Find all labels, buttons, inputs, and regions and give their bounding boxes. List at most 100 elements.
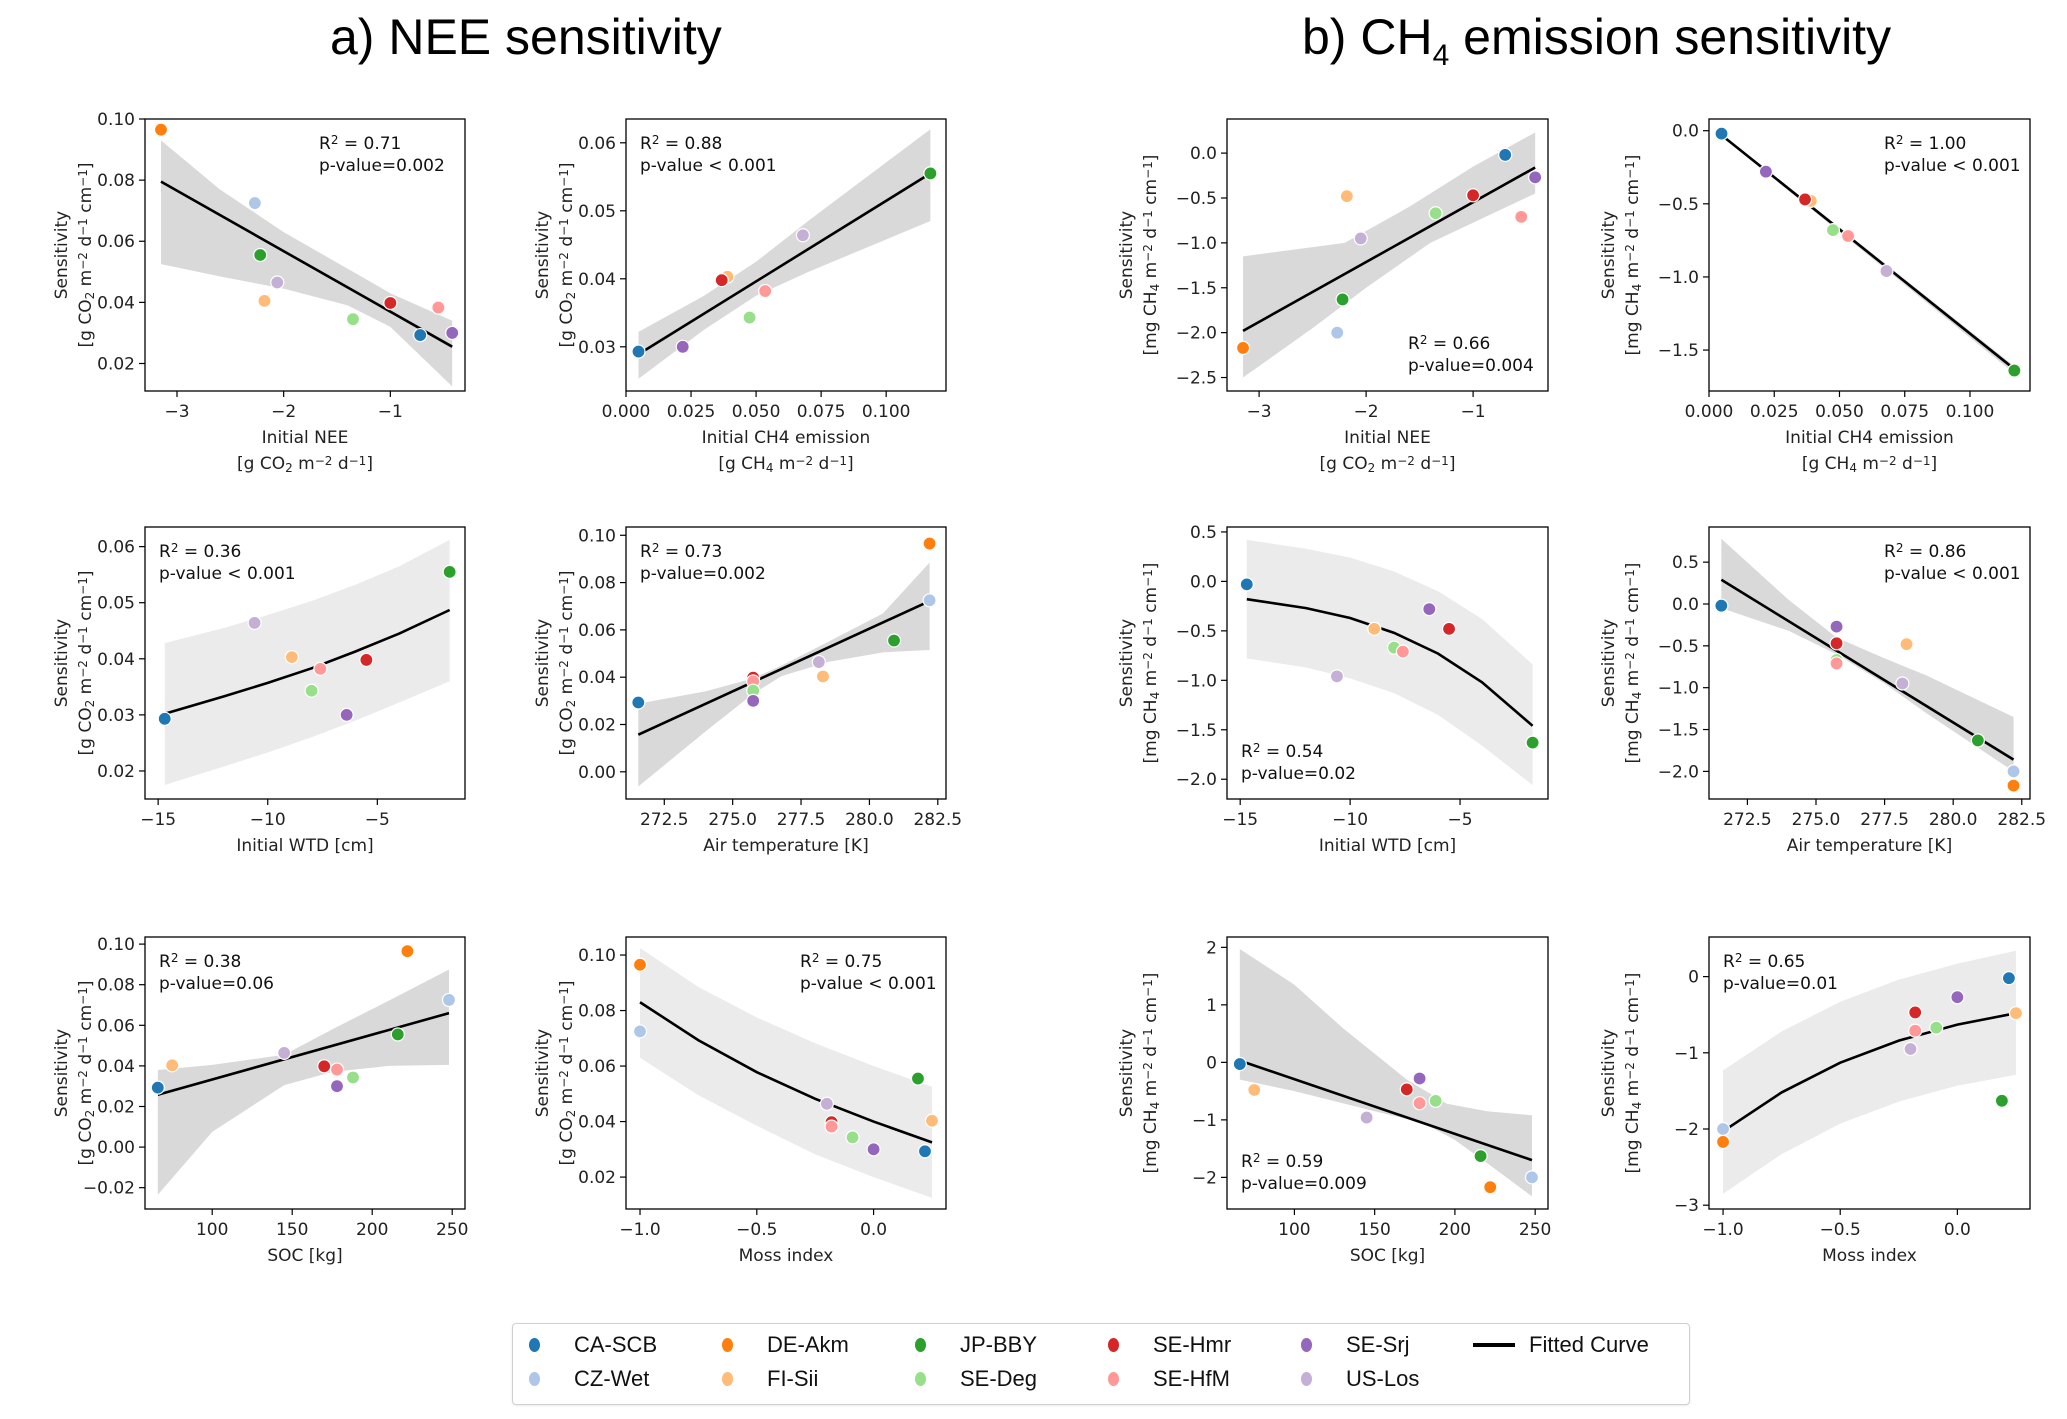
- r-squared-label: R2 = 0.36: [159, 541, 241, 562]
- x-tick-label: −0.5: [736, 1220, 777, 1240]
- panel-a2: 0.000 0.025 0.050 0.075 0.100 0.03 0.04 0.05 0.0…: [533, 118, 947, 475]
- y-tick-label: −2.0: [1176, 324, 1217, 344]
- x-tick-label: 277.5: [1860, 810, 1909, 830]
- panel-b4: 272.5 275.0 277.5 280.0 282.5 −2.0 −1.5 −1.0 −0.…: [1599, 526, 2046, 856]
- fitted-curve: [164, 608, 451, 716]
- x-tick-label: −2: [1354, 402, 1379, 422]
- panel-b6: −1.0 −0.5 0.0 −3 −2 −1 0 Moss index Sensitivity[…: [1599, 936, 2031, 1266]
- data-point-us-los: [1879, 263, 1894, 279]
- data-point-se-hfm: [758, 283, 773, 299]
- confidence-band: [1246, 539, 1533, 786]
- confidence-band: [638, 562, 930, 787]
- y-tick-label: 0.05: [97, 594, 135, 614]
- y-tick-label: 0.02: [97, 762, 135, 782]
- x-tick-label: −1: [1461, 402, 1486, 422]
- y-axis-label: Sensitivity: [1599, 1029, 1619, 1118]
- x-axis-label: Initial CH4 emission: [702, 428, 871, 448]
- y-tick-label: 0.02: [578, 715, 616, 735]
- x-tick-label: −3: [1247, 402, 1272, 422]
- data-point-cz-wet: [632, 1024, 648, 1039]
- data-point-de-akm: [1483, 1180, 1498, 1195]
- fitted-curve: [639, 1001, 933, 1144]
- x-tick-label: 277.5: [777, 810, 826, 830]
- data-point-ca-scb: [1714, 598, 1729, 613]
- legend-marker-icon: [1108, 1372, 1119, 1386]
- data-point-se-deg: [345, 1070, 361, 1085]
- data-point-us-los: [811, 654, 826, 670]
- y-tick-label: 0.02: [97, 354, 135, 374]
- y-tick-label: −2.0: [1658, 762, 1699, 782]
- y-axis-unit: [mg CH4​ m−2 d−1 cm−1]: [1623, 563, 1644, 764]
- data-point-se-srj: [1758, 164, 1773, 179]
- data-point-se-deg: [742, 310, 757, 325]
- data-point-fi-sii: [165, 1058, 180, 1073]
- y-axis-unit: [mg CH4​ m−2 d−1 cm−1]: [1623, 155, 1644, 356]
- axes-frame: [144, 118, 466, 392]
- p-value-label: p-value < 0.001: [800, 974, 937, 994]
- y-axis-unit: [mg CH4​ m−2 d−1 cm−1]: [1141, 973, 1162, 1174]
- data-point-fi-sii: [257, 293, 272, 308]
- p-value-label: p-value < 0.001: [1884, 564, 2021, 584]
- panel-b2: 0.000 0.025 0.050 0.075 0.100 −1.5 −1.0 −0.5 0.0…: [1599, 118, 2031, 475]
- x-tick-label: −1.0: [619, 1220, 660, 1240]
- data-point-se-srj: [329, 1079, 345, 1094]
- data-point-us-los: [1353, 231, 1368, 246]
- legend-label: CA-SCB: [574, 1332, 658, 1357]
- data-point-se-hmr: [714, 273, 729, 288]
- data-point-jp-bby: [1525, 735, 1540, 750]
- section-title-ch4-subscript: 4: [1432, 39, 1450, 72]
- data-point-se-hfm: [1514, 209, 1529, 224]
- y-tick-label: −0.5: [1176, 622, 1217, 642]
- data-point-se-srj: [746, 693, 761, 708]
- r-squared-label: R2 = 0.75: [800, 951, 882, 972]
- legend-label: FI-Sii: [767, 1366, 819, 1391]
- y-tick-label: −1.0: [1658, 268, 1699, 288]
- data-point-se-hfm: [431, 300, 446, 315]
- axes-frame: [1226, 526, 1549, 800]
- fitted-curve: [1242, 166, 1536, 332]
- x-tick-label: −10: [1332, 810, 1368, 830]
- data-point-se-hmr: [383, 295, 398, 311]
- y-tick-label: 0.04: [578, 668, 616, 688]
- data-point-ca-scb: [631, 344, 646, 359]
- data-point-de-akm: [1235, 340, 1251, 356]
- data-point-ca-scb: [413, 327, 428, 343]
- data-point-cz-wet: [1330, 325, 1345, 340]
- x-tick-label: −15: [1222, 810, 1258, 830]
- x-tick-label: 250: [1519, 1220, 1551, 1240]
- y-tick-label: 0.0: [1672, 122, 1699, 142]
- x-tick-label: 250: [436, 1220, 468, 1240]
- y-tick-label: 0.06: [578, 134, 616, 154]
- y-axis-label: Sensitivity: [1117, 211, 1137, 300]
- x-tick-label: 275.0: [708, 810, 757, 830]
- axes-frame: [625, 936, 947, 1210]
- y-tick-label: 0.10: [97, 935, 135, 955]
- axes-frame: [1226, 936, 1549, 1210]
- data-point-ca-scb: [157, 711, 172, 726]
- legend-item-se-hfm: SE-HfM: [1108, 1366, 1230, 1392]
- data-point-jp-bby: [2007, 363, 2022, 378]
- fitted-curve: [1720, 578, 2015, 761]
- x-tick-label: 0.050: [1815, 402, 1864, 422]
- data-point-cz-wet: [247, 195, 262, 211]
- confidence-band: [638, 129, 931, 379]
- panel-a4: 272.5 275.0 277.5 280.0 282.5 0.00 0.02 0.04 0.0…: [533, 526, 962, 856]
- legend-marker-icon: [529, 1372, 540, 1386]
- x-axis-label: Air temperature [K]: [703, 836, 868, 856]
- r-squared-label: R2 = 0.88: [640, 133, 722, 154]
- data-point-se-hmr: [1829, 636, 1844, 651]
- x-tick-label: 100: [1278, 1220, 1310, 1240]
- x-tick-label: 0.100: [1946, 402, 1995, 422]
- confidence-band: [164, 539, 450, 785]
- legend-marker-icon: [915, 1338, 926, 1352]
- y-axis-unit: [mg CH4​ m−2 d−1 cm−1]: [1623, 973, 1644, 1174]
- data-point-se-srj: [339, 707, 354, 722]
- fitted-curve: [637, 172, 932, 356]
- confidence-band: [1243, 132, 1536, 378]
- data-point-de-akm: [922, 536, 937, 551]
- x-tick-label: 0.075: [797, 402, 846, 422]
- data-point-se-srj: [1829, 619, 1844, 634]
- y-tick-label: −1.5: [1176, 279, 1217, 299]
- data-point-se-hfm: [329, 1062, 345, 1077]
